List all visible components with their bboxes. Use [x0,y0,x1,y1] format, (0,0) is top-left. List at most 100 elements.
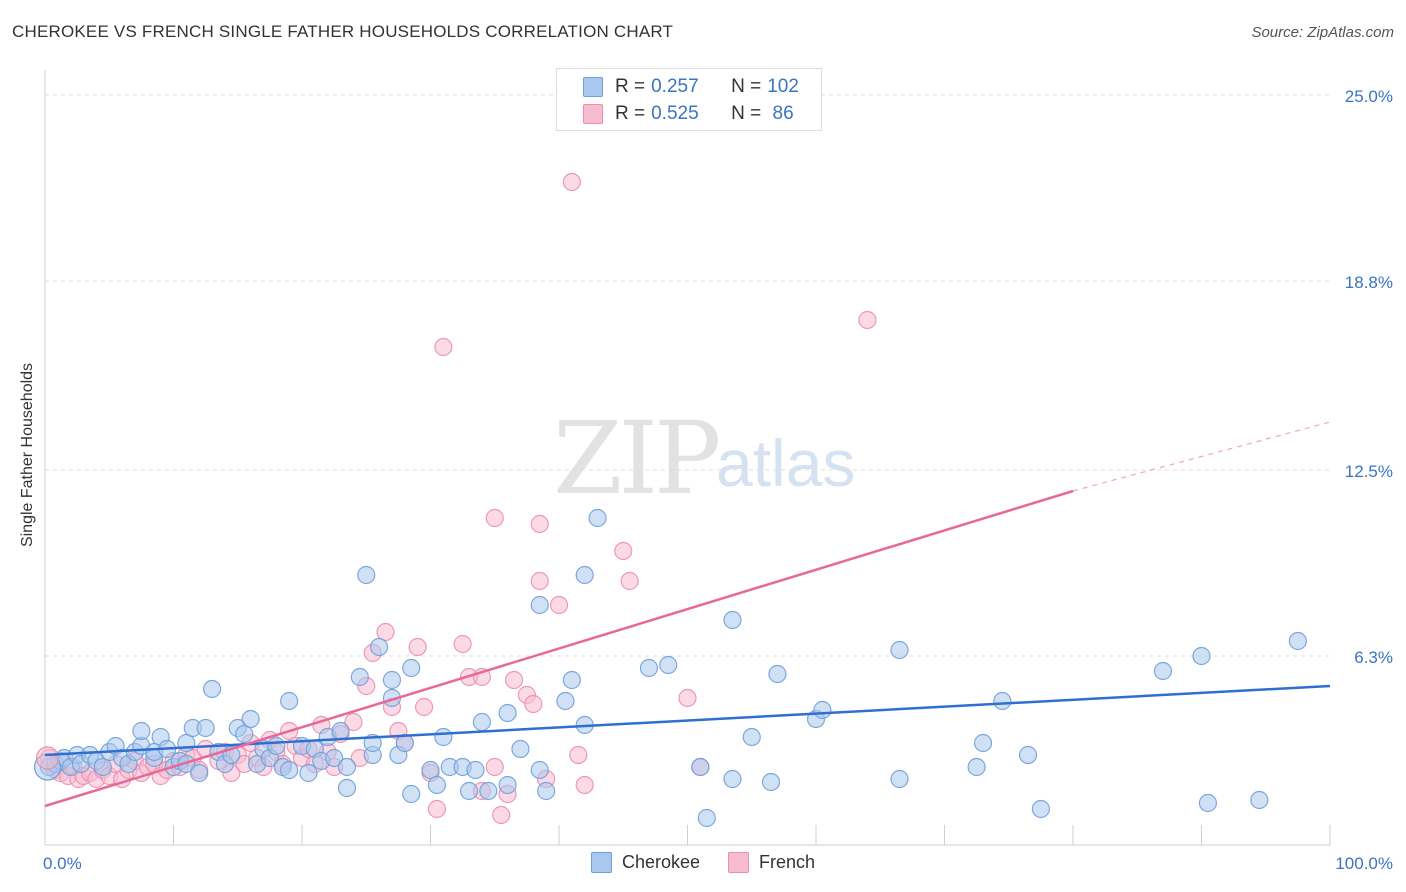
cherokee-point [556,691,575,711]
french-point [485,757,504,777]
y-tick-label: 6.3% [1354,648,1393,667]
french-point [858,310,877,330]
french-point [408,637,427,657]
french-point [453,634,472,654]
cherokee-point [511,739,530,759]
x-tick-label: 100.0% [1335,854,1393,873]
cherokee-trendline [44,684,1331,757]
cherokee-point [761,772,781,792]
cherokee-point [742,727,761,747]
cherokee-point [280,760,299,780]
watermark-zip: ZIP [553,400,721,517]
cherokee-point [1250,790,1269,810]
y-tick-label: 18.8% [1345,273,1393,292]
cherokee-point [325,748,344,768]
cherokee-point [479,781,498,801]
cherokee-point [202,679,222,699]
n-label: N = [731,103,762,124]
french-trendline [44,489,1074,808]
french-point [530,571,549,591]
cherokee-point [993,691,1012,711]
cherokee-point [382,670,402,690]
y-tick-label: 25.0% [1345,87,1393,106]
cherokee-point [530,595,549,615]
french-point [620,571,639,591]
cherokee-point [498,703,517,723]
cherokee-point [472,712,491,732]
cherokee-point [890,769,909,789]
x-tick-label: 0.0% [43,854,82,873]
cherokee-point [1288,631,1307,651]
cherokee-point [697,808,716,828]
cherokee-point [691,757,710,777]
cherokee-point [427,775,447,795]
french-point [614,541,633,561]
french-point [492,805,511,825]
french-point [524,694,543,714]
legend-label-cherokee: Cherokee [621,852,700,872]
cherokee-point [190,763,209,783]
cherokee-point [196,718,215,738]
cherokee-point [331,721,350,741]
cherokee-point [132,721,151,741]
watermark-atlas: atlas [716,426,856,500]
cherokee-point [280,691,299,711]
cherokee-point [421,760,440,780]
french-point [485,508,504,528]
french-point [504,670,524,690]
cherokee-point [337,778,357,798]
cherokee-point [402,658,421,678]
french-point [678,688,697,708]
french-swatch [583,104,603,124]
legend-label-french: French [759,852,816,872]
french-point [376,622,395,642]
r-value: 0.525 [651,103,699,124]
legend-item-cherokee[interactable]: Cherokee [590,852,700,873]
cherokee-point [370,637,389,657]
cherokee-point [967,757,986,777]
cherokee-point [1153,661,1173,681]
cherokee-swatch [583,77,603,97]
french-point [562,172,581,192]
french-point [414,697,434,717]
cherokee-swatch [590,852,612,873]
french-point [569,745,588,765]
french-point [434,337,453,357]
cherokee-point [575,565,594,585]
stats-legend: R = 0.257 N = 102 R = 0.525 N = 86 [556,68,822,131]
cherokee-point [241,709,260,729]
cherokee-point [1031,799,1050,819]
cherokee-point [537,781,556,801]
y-tick-label: 12.5% [1345,462,1393,481]
n-value: 86 [767,103,794,124]
cherokee-point [434,727,453,747]
series-legend: Cherokee French [0,852,1406,873]
cherokee-point [768,664,787,684]
cherokee-point [402,784,421,804]
legend-item-french[interactable]: French [728,852,815,873]
r-label: R = [615,76,646,97]
y-axis-label: Single Father Households [19,362,36,548]
cherokee-point [357,565,376,585]
cherokee-point [350,667,369,687]
cherokee-point [1192,646,1211,666]
cherokee-point [639,658,659,678]
cherokee-point [659,655,678,675]
n-label: N = [731,76,762,97]
cherokee-point [337,757,357,777]
cherokee-point [562,670,581,690]
chart-title: CHEROKEE VS FRENCH SINGLE FATHER HOUSEHO… [12,22,674,41]
french-point [530,514,549,534]
legend-row-french: R = 0.525 N = 86 [583,101,794,127]
cherokee-point [267,736,286,756]
french-point [35,746,60,770]
cherokee-point [93,757,112,777]
cherokee-point [530,760,549,780]
cherokee-point [723,610,742,630]
cherokee-point [588,508,607,528]
french-point [427,799,447,819]
r-label: R = [615,103,646,124]
french-point [344,712,363,732]
cherokee-point [1198,793,1218,813]
